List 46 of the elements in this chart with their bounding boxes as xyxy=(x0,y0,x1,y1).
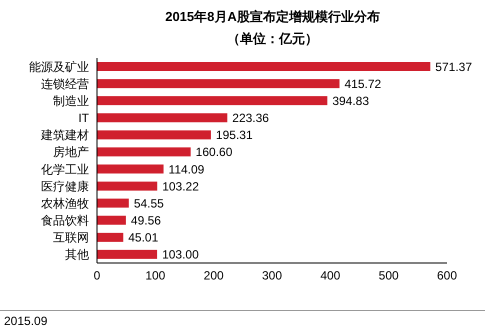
x-tick-label: 0 xyxy=(94,268,101,283)
y-tick-label: 食品饮料 xyxy=(41,214,89,228)
bar xyxy=(97,96,328,106)
data-label: 223.36 xyxy=(232,111,270,126)
data-label: 45.01 xyxy=(128,230,159,245)
bar xyxy=(97,147,191,156)
x-tick-label: 400 xyxy=(320,268,341,283)
bar xyxy=(97,198,129,208)
x-tick-label: 300 xyxy=(262,268,282,283)
bar xyxy=(97,216,126,225)
chart-subtitle: （单位：亿元） xyxy=(226,30,319,48)
y-tick-label: 互联网 xyxy=(53,230,89,245)
text: 2015.09 xyxy=(4,314,48,328)
data-label: 394.83 xyxy=(332,94,370,108)
bar xyxy=(97,130,211,140)
x-tick-label: 200 xyxy=(204,268,224,283)
y-tick-label: 能源及矿业 xyxy=(29,60,89,74)
x-tick-label: 500 xyxy=(378,268,399,283)
y-tick-label: 医疗健康 xyxy=(41,179,89,194)
y-tick-label: 连锁经营 xyxy=(41,76,89,91)
data-label: 49.56 xyxy=(130,214,162,228)
data-label: 54.55 xyxy=(134,196,164,210)
bar xyxy=(97,79,340,88)
bar xyxy=(97,164,164,174)
data-label: 195.31 xyxy=(216,128,253,142)
y-tick-label: 房地产 xyxy=(53,145,89,160)
bar xyxy=(97,232,124,242)
chart-title: 2015年8月A股宣布定增规模行业分布 xyxy=(164,8,381,26)
y-tick-label: 农林渔牧 xyxy=(41,196,89,210)
y-tick-label: 其他 xyxy=(65,248,89,262)
bar xyxy=(97,62,430,71)
data-label: 571.37 xyxy=(435,60,472,74)
data-label: 114.09 xyxy=(168,162,205,176)
x-tick-label: 600 xyxy=(436,268,458,283)
bar xyxy=(97,113,228,122)
bar xyxy=(97,250,158,259)
y-tick-label: 制造业 xyxy=(53,94,89,108)
data-label: 103.22 xyxy=(162,179,200,194)
x-tick-label: 100 xyxy=(145,268,166,283)
y-tick-label: 化学工业 xyxy=(41,162,89,176)
data-label: 103.00 xyxy=(162,248,200,262)
y-tick-label: 建筑建材 xyxy=(40,128,89,142)
bar xyxy=(97,182,158,191)
data-label: 415.72 xyxy=(344,76,382,91)
y-tick-label: IT xyxy=(78,111,90,126)
data-label: 160.60 xyxy=(196,145,233,160)
